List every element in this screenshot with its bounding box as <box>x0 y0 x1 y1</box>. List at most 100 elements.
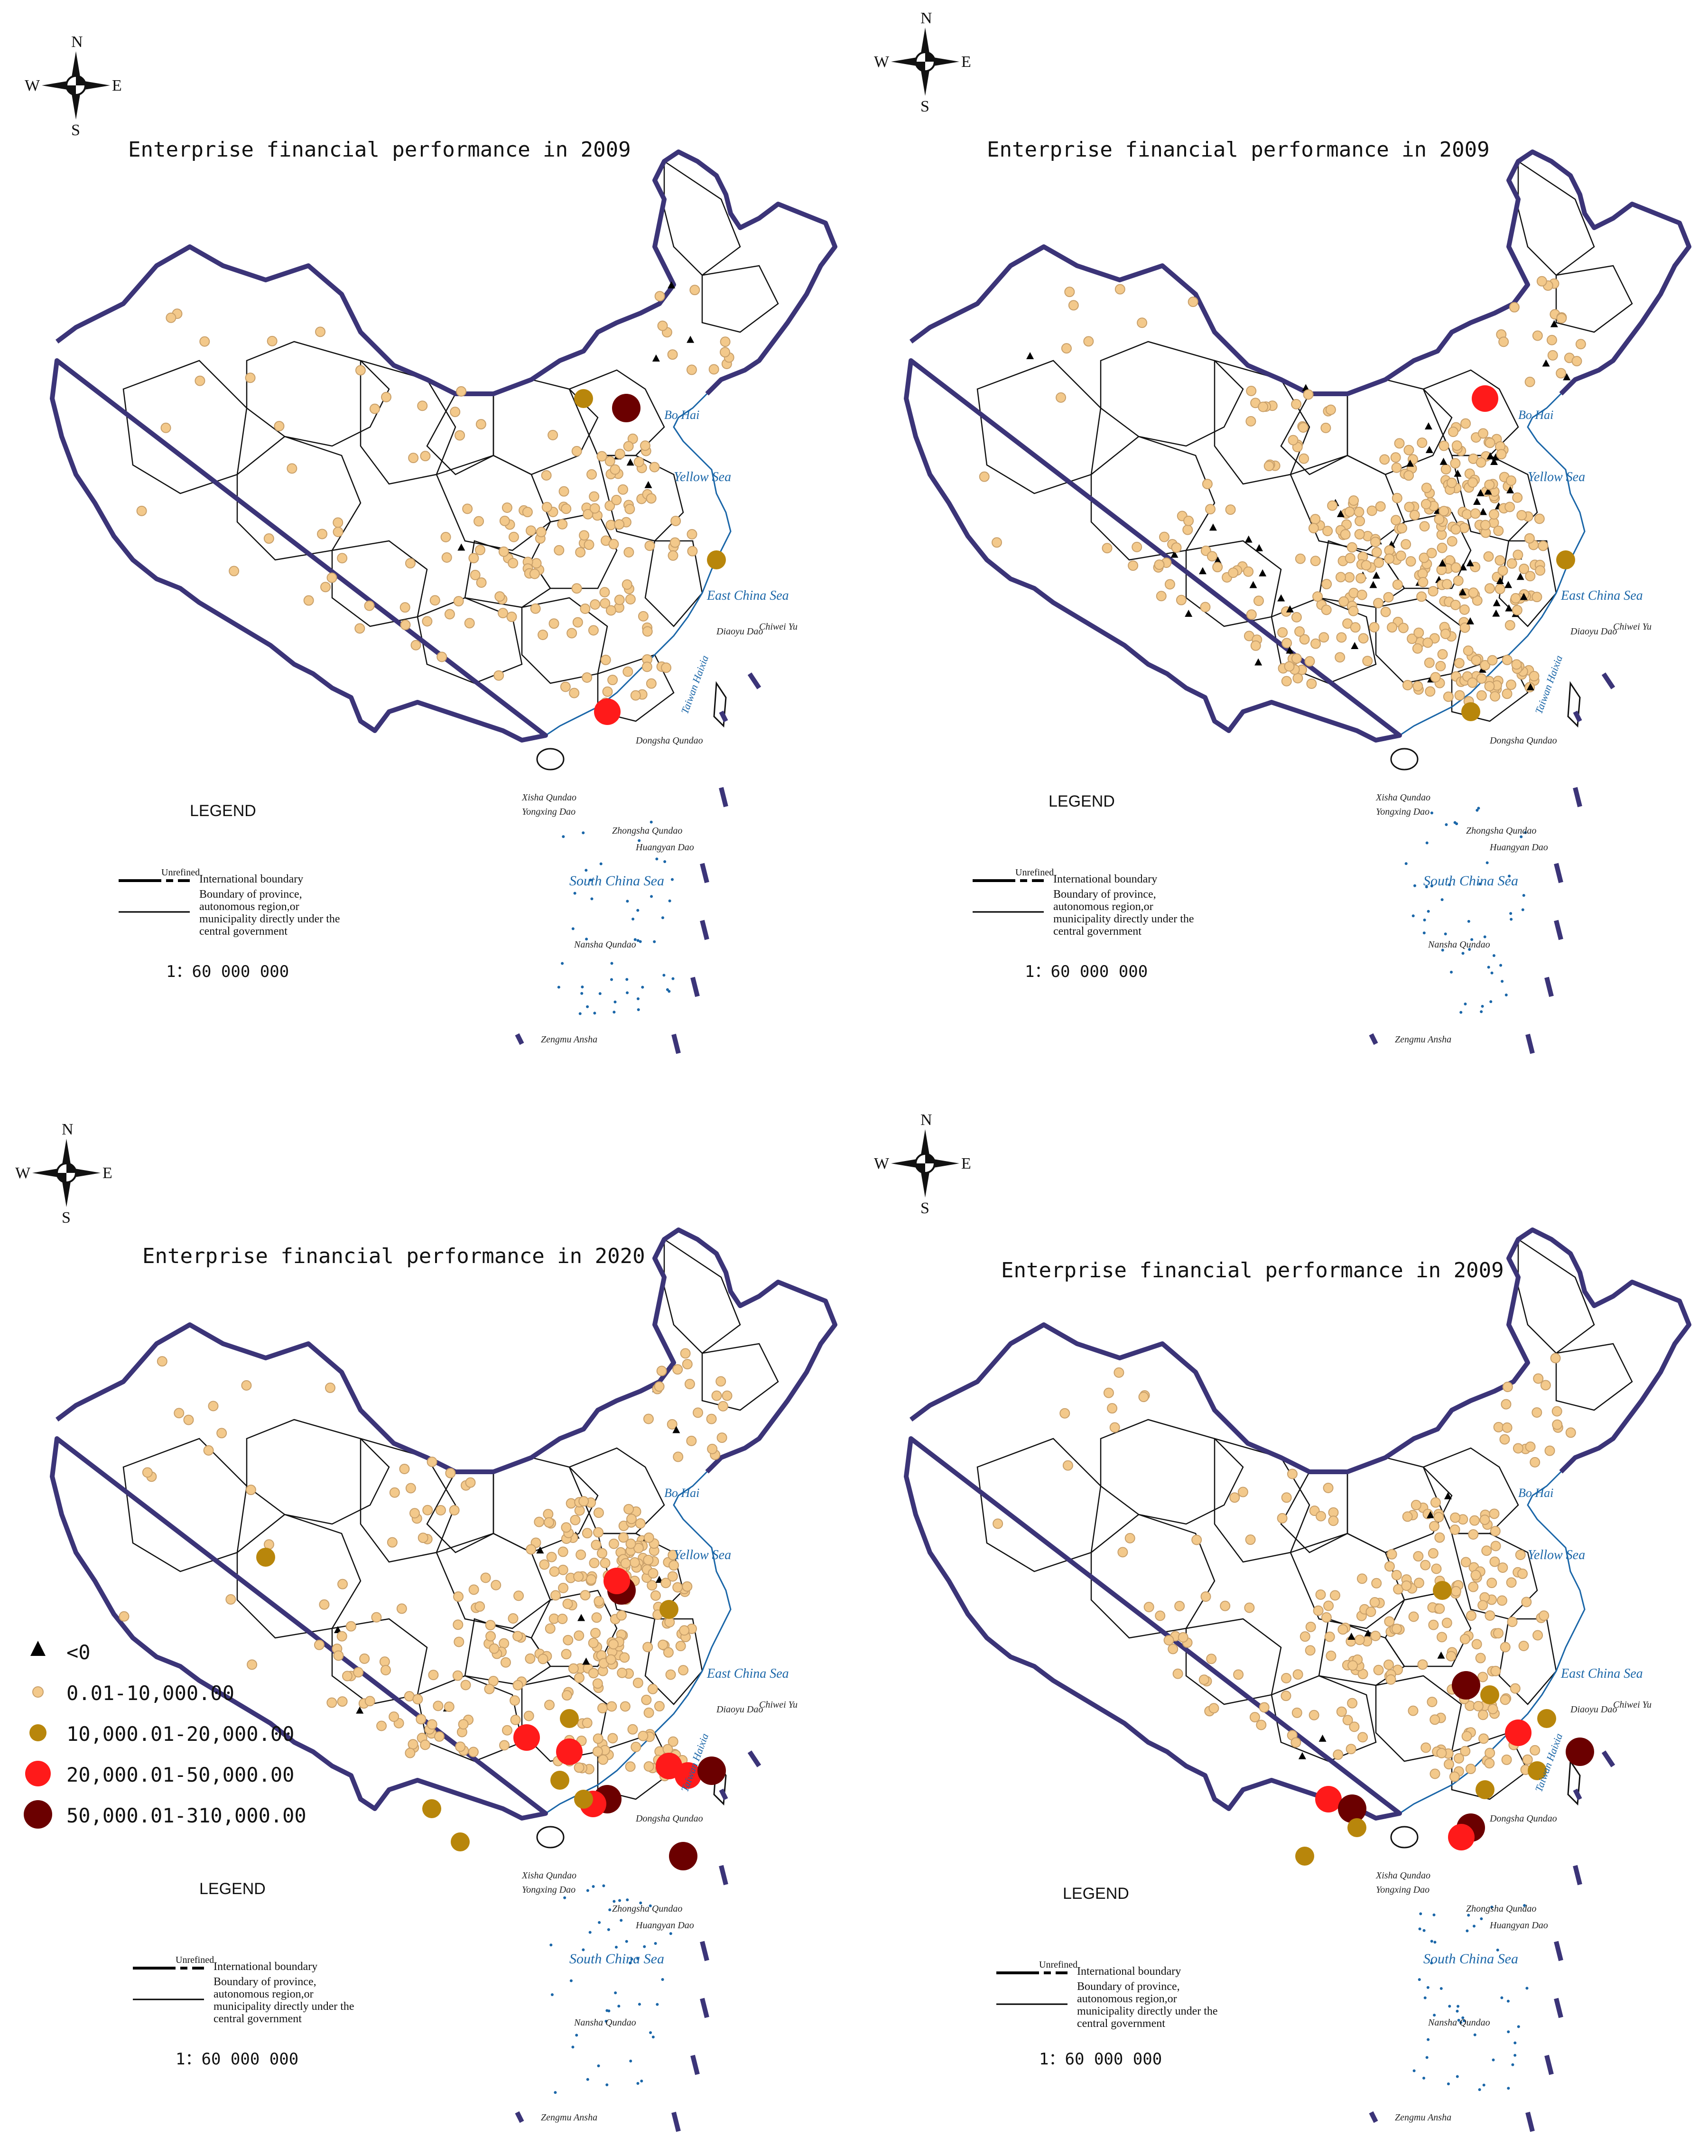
map-title: Enterprise financial performance in 2009 <box>1001 1258 1504 1282</box>
low-value-point <box>617 1667 628 1678</box>
island-dot <box>1427 2038 1430 2041</box>
low-value-point <box>1103 1387 1114 1398</box>
low-value-point <box>1291 399 1302 409</box>
low-value-point <box>1333 1749 1344 1760</box>
low-value-point <box>456 386 467 397</box>
low-value-point <box>1449 1771 1460 1782</box>
low-value-point <box>1408 1611 1419 1622</box>
province-boundary <box>1451 1533 1538 1620</box>
low-value-point <box>1386 1549 1397 1560</box>
low-value-point <box>638 611 649 622</box>
negative-point <box>1286 646 1294 654</box>
low-value-point <box>489 1643 500 1654</box>
low-value-point <box>470 569 481 580</box>
island-label-xisha: Xisha Qundao <box>1376 1870 1430 1881</box>
low-value-point <box>576 1549 586 1560</box>
low-value-point <box>1468 587 1479 598</box>
low-value-point <box>1263 461 1274 472</box>
island-dot <box>554 2091 557 2094</box>
low-value-point <box>429 595 440 606</box>
compass-s-label: S <box>71 121 80 139</box>
island-dot <box>662 974 666 977</box>
low-value-point <box>484 1683 495 1694</box>
province-boundary <box>1555 265 1633 333</box>
low-value-point <box>602 686 613 697</box>
negative-point <box>652 354 660 362</box>
negative-point <box>1372 571 1380 579</box>
maritime-boundary-segment <box>671 2111 681 2132</box>
island-dot <box>563 1896 566 1899</box>
compass-rose: N S E W <box>874 9 973 115</box>
low-value-point <box>707 1443 718 1454</box>
legend-title: LEGEND <box>190 802 256 820</box>
low-value-point <box>625 1761 636 1772</box>
low-value-point <box>993 1518 1003 1529</box>
low-value-point <box>680 1348 691 1359</box>
island-dot <box>1504 993 1508 996</box>
low-value-point <box>536 527 547 538</box>
negative-point <box>1249 581 1257 588</box>
province-boundary <box>1090 436 1216 561</box>
low-value-point <box>1437 1632 1448 1643</box>
low-value-point <box>1453 1753 1464 1764</box>
low-value-point <box>1430 1714 1440 1725</box>
low-value-point <box>654 291 665 302</box>
low-value-point <box>1409 510 1420 520</box>
low-value-point <box>1484 479 1495 490</box>
low-value-point <box>1164 579 1175 590</box>
low-value-point <box>203 1445 214 1456</box>
island-dot <box>586 1005 589 1008</box>
maritime-boundary-segment <box>719 787 728 808</box>
island-dot <box>1418 1978 1421 1981</box>
low-value-point <box>620 1701 631 1712</box>
small-circle-symbol <box>32 1686 44 1698</box>
low-value-point <box>1369 622 1380 633</box>
low-value-point <box>574 1673 585 1683</box>
low-value-point <box>566 628 577 639</box>
island-dot <box>1511 2063 1514 2066</box>
low-value-point <box>1470 508 1481 519</box>
province-boundary <box>360 1438 456 1563</box>
low-value-point <box>643 1532 654 1543</box>
low-value-point <box>1395 550 1406 561</box>
low-value-point <box>444 1701 455 1712</box>
low-value-point <box>1460 1746 1471 1756</box>
negative-point <box>1458 588 1467 595</box>
low-value-point <box>647 1683 658 1694</box>
low-value-point <box>569 688 580 698</box>
low-value-point <box>1476 690 1487 701</box>
low-value-point <box>1327 500 1338 511</box>
intl-boundary-label: International boundary <box>199 873 304 885</box>
low-value-point <box>1471 655 1482 666</box>
low-value-point <box>1324 1631 1335 1642</box>
low-value-point <box>428 1670 439 1681</box>
island-dot <box>1455 822 1458 826</box>
island-dot <box>1430 811 1433 815</box>
low-value-point <box>626 1514 637 1524</box>
low-value-point <box>1476 457 1486 468</box>
low-value-point <box>1361 560 1372 571</box>
province-boundary <box>1555 1343 1633 1411</box>
low-value-point <box>643 1761 654 1772</box>
low-value-point <box>1168 1644 1179 1654</box>
low-value-point <box>1362 656 1373 667</box>
maritime-boundary-segment <box>1601 672 1615 689</box>
low-value-point <box>599 587 610 598</box>
low-value-point <box>476 577 487 588</box>
low-value-point <box>1308 523 1319 534</box>
maritime-boundary-segment <box>719 710 728 723</box>
island-dot <box>625 978 629 981</box>
island-dot <box>1422 1929 1426 1932</box>
low-value-point <box>629 1557 640 1568</box>
low-value-point <box>1502 688 1513 699</box>
low-value-point <box>1259 1702 1270 1713</box>
mid-value-point <box>560 1709 579 1728</box>
low-value-point <box>1391 1623 1402 1634</box>
low-value-point <box>1490 1541 1501 1552</box>
unrefined-label: Unrefined <box>176 1955 214 1965</box>
negative-point <box>1364 1629 1372 1637</box>
low-value-point <box>1329 1590 1340 1601</box>
negative-point <box>1542 359 1550 367</box>
low-value-point <box>1366 505 1377 516</box>
province-boundary <box>1422 369 1519 456</box>
